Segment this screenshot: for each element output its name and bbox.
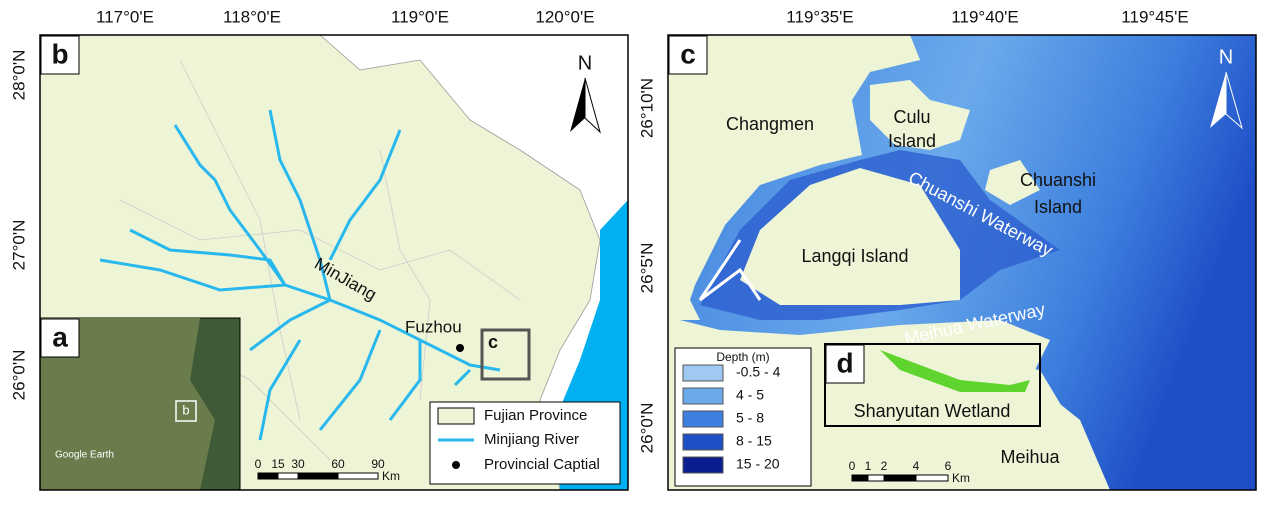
city-dot — [456, 344, 464, 352]
place-label: Island — [888, 131, 936, 151]
scale-bar: 0 1 2 4 6Km — [849, 459, 970, 485]
scale-segment — [277, 472, 299, 480]
panel-c-frame — [667, 34, 1257, 491]
wetland-box — [824, 343, 1041, 427]
scale-segment — [337, 472, 379, 480]
scale-label: 2 — [881, 459, 888, 473]
scale-segment — [297, 472, 339, 480]
axes-labels: 117°0'E 118°0'E 119°0'E 120°0'E 28°0'N 27°0'N… — [9, 7, 1188, 453]
scale-label: 6 — [945, 459, 952, 473]
scale-segment — [915, 474, 949, 482]
credit: Google Earth — [55, 450, 114, 461]
scale-segment — [257, 472, 279, 480]
lat-label: 26°10'N — [637, 78, 656, 138]
scale-segment — [867, 474, 885, 482]
lon-label: 119°35'E — [786, 7, 853, 26]
panel-label: d — [836, 347, 853, 378]
legend-swatch — [682, 364, 724, 382]
place-label: Langqi Island — [801, 246, 908, 266]
lat-label: 26°0'N — [637, 403, 656, 454]
legend-swatch — [682, 387, 724, 405]
legend-swatch — [682, 456, 724, 474]
north-label: N — [1219, 46, 1233, 68]
legend-label: 15 - 20 — [736, 456, 780, 472]
lat-label: 28°0'N — [9, 50, 28, 101]
legend: Fujian Province Minjiang River Provincial … — [429, 401, 621, 485]
lon-label: 118°0'E — [223, 7, 281, 26]
depth-legend: Depth (m) -0.5 - 4 4 - 5 5 - 8 8 - 15 15 - 2… — [674, 347, 812, 487]
lon-label: 119°0'E — [391, 7, 449, 26]
place-label: Meihua — [1000, 447, 1060, 467]
scale-unit: Km — [382, 469, 400, 483]
legend-label: Fujian Province — [484, 407, 587, 424]
scale-label: 0 — [849, 459, 856, 473]
panel-label: b — [51, 38, 68, 69]
legend-title: Depth (m) — [716, 350, 769, 364]
place-label: Island — [1034, 197, 1082, 217]
legend-label: Minjiang River — [484, 431, 579, 448]
panel-b-map — [40, 35, 628, 490]
north-label: N — [578, 52, 592, 74]
scale-label: 90 — [371, 457, 385, 471]
panel-b-frame — [39, 34, 629, 491]
place-labels: Changmen Culu Island Chuanshi Island Langqi I… — [726, 107, 1096, 467]
lon-label: 119°40'E — [951, 7, 1018, 26]
legend-label: Provincial Captial — [484, 456, 600, 473]
legend-swatch — [437, 407, 475, 425]
legend-swatch — [452, 461, 460, 469]
scale-unit: Km — [952, 471, 970, 485]
legend-label: -0.5 - 4 — [736, 364, 781, 380]
box-label: c — [488, 332, 498, 352]
scale-label: 15 — [271, 457, 285, 471]
scale-label: 30 — [291, 457, 305, 471]
scale-label: 4 — [913, 459, 920, 473]
scale-label: 60 — [331, 457, 345, 471]
scale-label: 1 — [865, 459, 872, 473]
legend-swatch — [682, 410, 724, 428]
place-label: Culu — [893, 107, 930, 127]
panel-label: c — [680, 38, 696, 69]
wetland-label: Shanyutan Wetland — [854, 401, 1011, 421]
lat-label: 27°0'N — [9, 220, 28, 271]
scale-segment — [883, 474, 917, 482]
legend-label: 4 - 5 — [736, 387, 764, 403]
place-label: Changmen — [726, 114, 814, 134]
city-label: Fuzhou — [405, 317, 462, 336]
lon-label: 117°0'E — [96, 7, 154, 26]
legend-label: 8 - 15 — [736, 433, 772, 449]
legend-swatch — [682, 433, 724, 451]
lon-label: 120°0'E — [535, 7, 594, 26]
inset-box-label: b — [182, 402, 189, 417]
panel-label: a — [52, 321, 68, 352]
lon-label: 119°45'E — [1121, 7, 1188, 26]
lat-label: 26°0'N — [9, 350, 28, 401]
scale-label: 0 — [255, 457, 262, 471]
lat-label: 26°5'N — [637, 243, 656, 294]
langqi-island — [740, 168, 960, 305]
legend-label: 5 - 8 — [736, 410, 764, 426]
study-area-box — [480, 328, 531, 381]
scale-segment — [851, 474, 869, 482]
place-label: Chuanshi — [1020, 170, 1096, 190]
